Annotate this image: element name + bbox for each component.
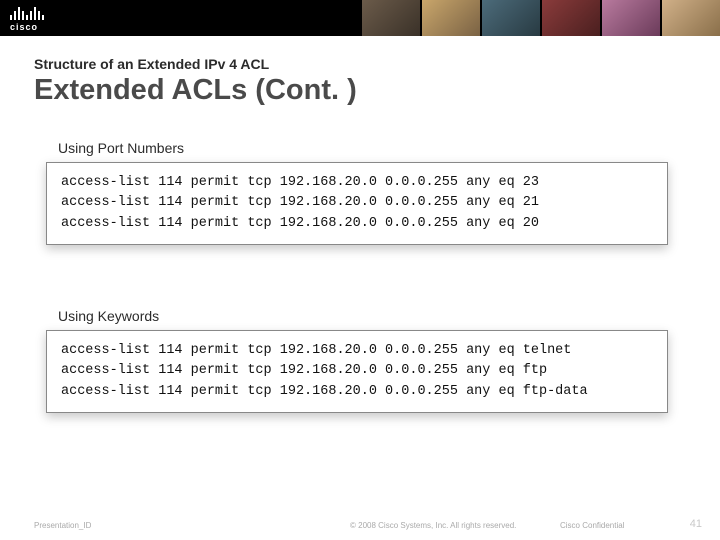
code-line: access-list 114 permit tcp 192.168.20.0 … bbox=[61, 382, 653, 402]
section-label: Using Port Numbers bbox=[58, 140, 184, 156]
code-box: access-list 114 permit tcp 192.168.20.0 … bbox=[46, 330, 668, 413]
cisco-logo: cisco bbox=[10, 4, 44, 32]
photo-thumb bbox=[360, 0, 420, 36]
confidential-text: Cisco Confidential bbox=[560, 521, 624, 530]
presentation-id: Presentation_ID bbox=[34, 521, 91, 530]
section-label: Using Keywords bbox=[58, 308, 159, 324]
code-line: access-list 114 permit tcp 192.168.20.0 … bbox=[61, 341, 653, 361]
code-line: access-list 114 permit tcp 192.168.20.0 … bbox=[61, 214, 653, 234]
code-line: access-list 114 permit tcp 192.168.20.0 … bbox=[61, 193, 653, 213]
code-line: access-list 114 permit tcp 192.168.20.0 … bbox=[61, 173, 653, 193]
slide: cisco Structure of an Extended IPv 4 ACL… bbox=[0, 0, 720, 540]
photo-thumb bbox=[660, 0, 720, 36]
top-bar: cisco bbox=[0, 0, 720, 36]
code-line: access-list 114 permit tcp 192.168.20.0 … bbox=[61, 361, 653, 381]
photo-thumb bbox=[420, 0, 480, 36]
page-number: 41 bbox=[690, 518, 702, 530]
logo-bars-icon bbox=[10, 4, 44, 20]
photo-thumb bbox=[600, 0, 660, 36]
photo-thumb bbox=[480, 0, 540, 36]
logo-text: cisco bbox=[10, 22, 44, 32]
slide-subtitle: Structure of an Extended IPv 4 ACL bbox=[34, 56, 269, 72]
photo-strip bbox=[360, 0, 720, 36]
copyright-text: © 2008 Cisco Systems, Inc. All rights re… bbox=[350, 521, 516, 530]
photo-thumb bbox=[540, 0, 600, 36]
slide-title: Extended ACLs (Cont. ) bbox=[34, 74, 357, 107]
code-box: access-list 114 permit tcp 192.168.20.0 … bbox=[46, 162, 668, 245]
